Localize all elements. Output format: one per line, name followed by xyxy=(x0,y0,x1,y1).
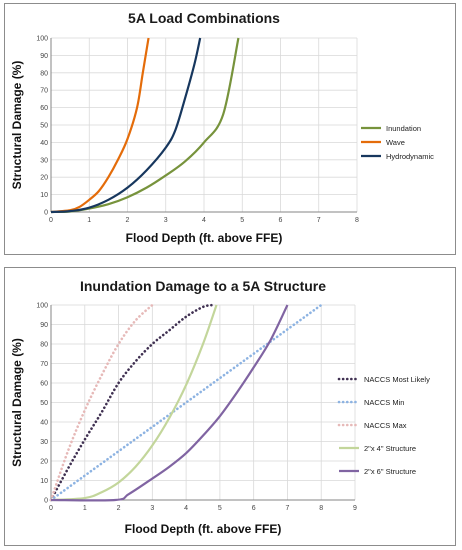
y-tick-label: 30 xyxy=(40,157,48,164)
legend-label-hydrodynamic: Hydrodynamic xyxy=(386,152,434,161)
y-tick-label: 50 xyxy=(40,400,48,407)
x-tick-label: 2 xyxy=(126,217,130,224)
x-tick-label: 3 xyxy=(150,505,154,512)
chart-title: 5A Load Combinations xyxy=(128,10,280,26)
x-tick-label: 8 xyxy=(319,505,323,512)
y-tick-label: 80 xyxy=(40,342,48,349)
chart-panel-load-combinations: 5A Load Combinations 0 10 20 30 40 50 60 70 80 90 1… xyxy=(4,3,456,255)
y-tick-label: 30 xyxy=(40,439,48,446)
series-line-hydrodynamic xyxy=(50,37,202,214)
y-tick-label: 90 xyxy=(40,53,48,60)
x-tick-label: 3 xyxy=(164,217,168,224)
series-line-naccs-min xyxy=(49,303,323,502)
y-tick-label: 10 xyxy=(40,192,48,199)
y-tick-label: 40 xyxy=(40,420,48,427)
legend-label-naccs-max: NACCS Max xyxy=(364,421,407,430)
y-tick-label: 50 xyxy=(40,123,48,130)
y-tick-label: 20 xyxy=(40,459,48,466)
x-tick-label: 4 xyxy=(202,217,206,224)
chart-panel-inundation-damage: Inundation Damage to a 5A Structure 0 10 20… xyxy=(4,267,456,546)
chart-title: Inundation Damage to a 5A Structure xyxy=(80,278,326,294)
x-tick-label: 2 xyxy=(117,505,121,512)
x-tick-label: 5 xyxy=(240,217,244,224)
legend-label-wave: Wave xyxy=(386,138,405,147)
y-tick-label: 60 xyxy=(40,105,48,112)
y-tick-label: 0 xyxy=(44,498,48,505)
x-tick-label: 4 xyxy=(184,505,188,512)
x-tick-label: 5 xyxy=(218,505,222,512)
x-tick-label: 6 xyxy=(252,505,256,512)
y-tick-label: 40 xyxy=(40,140,48,147)
y-tick-label: 0 xyxy=(44,210,48,217)
y-tick-label: 70 xyxy=(40,361,48,368)
y-axis-title: Structural Damage (%) xyxy=(10,338,24,467)
legend-label-2-x-6-structure: 2"x 6" Structure xyxy=(364,467,416,476)
legend-label-naccs-most-likely: NACCS Most Likely xyxy=(364,375,430,384)
x-tick-label: 1 xyxy=(83,505,87,512)
y-tick-label: 90 xyxy=(40,322,48,329)
y-tick-label: 100 xyxy=(36,36,48,43)
load-combinations-chart: 5A Load Combinations01020304050607080901… xyxy=(10,10,434,245)
y-tick-label: 60 xyxy=(40,381,48,388)
y-axis-title: Structural Damage (%) xyxy=(10,61,24,190)
x-tick-label: 6 xyxy=(279,217,283,224)
legend-label-naccs-min: NACCS Min xyxy=(364,398,404,407)
x-axis-title: Flood Depth (ft. above FFE) xyxy=(126,231,283,245)
x-tick-label: 7 xyxy=(317,217,321,224)
legend-label-2-x-4-structure: 2"x 4" Structure xyxy=(364,444,416,453)
x-tick-label: 0 xyxy=(49,505,53,512)
inundation-damage-chart: Inundation Damage to a 5A Structure01020… xyxy=(10,278,430,536)
y-tick-label: 10 xyxy=(40,478,48,485)
x-tick-label: 8 xyxy=(355,217,359,224)
series-line-2-x-6-structure xyxy=(50,304,289,502)
y-tick-label: 80 xyxy=(40,70,48,77)
series-line-wave xyxy=(50,37,150,214)
x-tick-label: 1 xyxy=(87,217,91,224)
series-line-naccs-max xyxy=(49,303,154,502)
y-tick-label: 100 xyxy=(36,303,48,310)
x-tick-label: 7 xyxy=(285,505,289,512)
x-tick-label: 9 xyxy=(353,505,357,512)
series-line-2-x-4-structure xyxy=(50,304,218,502)
legend-label-inundation: Inundation xyxy=(386,124,421,133)
x-tick-label: 0 xyxy=(49,217,53,224)
y-tick-label: 70 xyxy=(40,88,48,95)
x-axis-title: Flood Depth (ft. above FFE) xyxy=(125,522,282,536)
y-tick-label: 20 xyxy=(40,175,48,182)
